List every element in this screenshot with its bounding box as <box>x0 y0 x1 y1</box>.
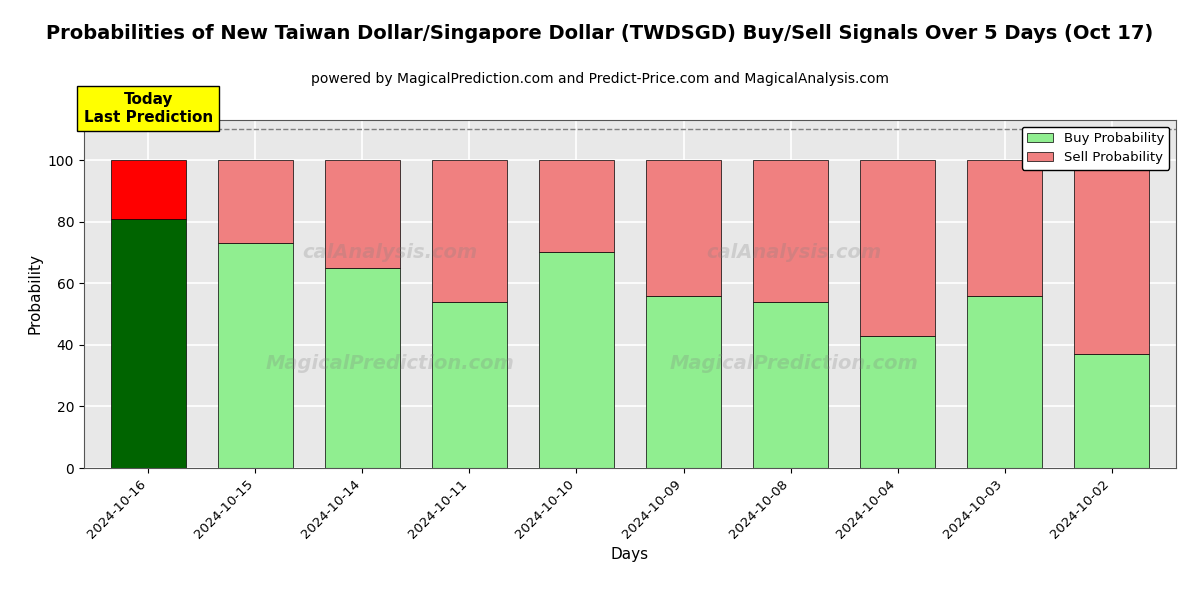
Text: MagicalPrediction.com: MagicalPrediction.com <box>670 354 918 373</box>
Bar <box>325 268 400 468</box>
Bar <box>1074 160 1150 354</box>
Text: MagicalPrediction.com: MagicalPrediction.com <box>265 354 514 373</box>
Bar <box>432 302 506 468</box>
Legend: Buy Probability, Sell Probability: Buy Probability, Sell Probability <box>1021 127 1170 170</box>
Bar <box>754 302 828 468</box>
Y-axis label: Probability: Probability <box>28 253 42 335</box>
Text: calAnalysis.com: calAnalysis.com <box>302 243 478 262</box>
Bar <box>646 160 721 296</box>
Bar <box>1074 354 1150 468</box>
Text: powered by MagicalPrediction.com and Predict-Price.com and MagicalAnalysis.com: powered by MagicalPrediction.com and Pre… <box>311 72 889 86</box>
Text: Probabilities of New Taiwan Dollar/Singapore Dollar (TWDSGD) Buy/Sell Signals Ov: Probabilities of New Taiwan Dollar/Singa… <box>47 24 1153 43</box>
Bar <box>218 160 293 243</box>
Bar <box>110 218 186 468</box>
Bar <box>646 296 721 468</box>
Text: Today
Last Prediction: Today Last Prediction <box>84 92 212 125</box>
Bar <box>967 296 1042 468</box>
Bar <box>539 253 614 468</box>
Bar <box>860 335 935 468</box>
Bar <box>110 160 186 218</box>
Bar <box>325 160 400 268</box>
Bar <box>754 160 828 302</box>
Bar <box>860 160 935 335</box>
Bar <box>432 160 506 302</box>
Bar <box>967 160 1042 296</box>
Bar <box>218 243 293 468</box>
Bar <box>539 160 614 253</box>
Text: calAnalysis.com: calAnalysis.com <box>706 243 882 262</box>
X-axis label: Days: Days <box>611 547 649 562</box>
